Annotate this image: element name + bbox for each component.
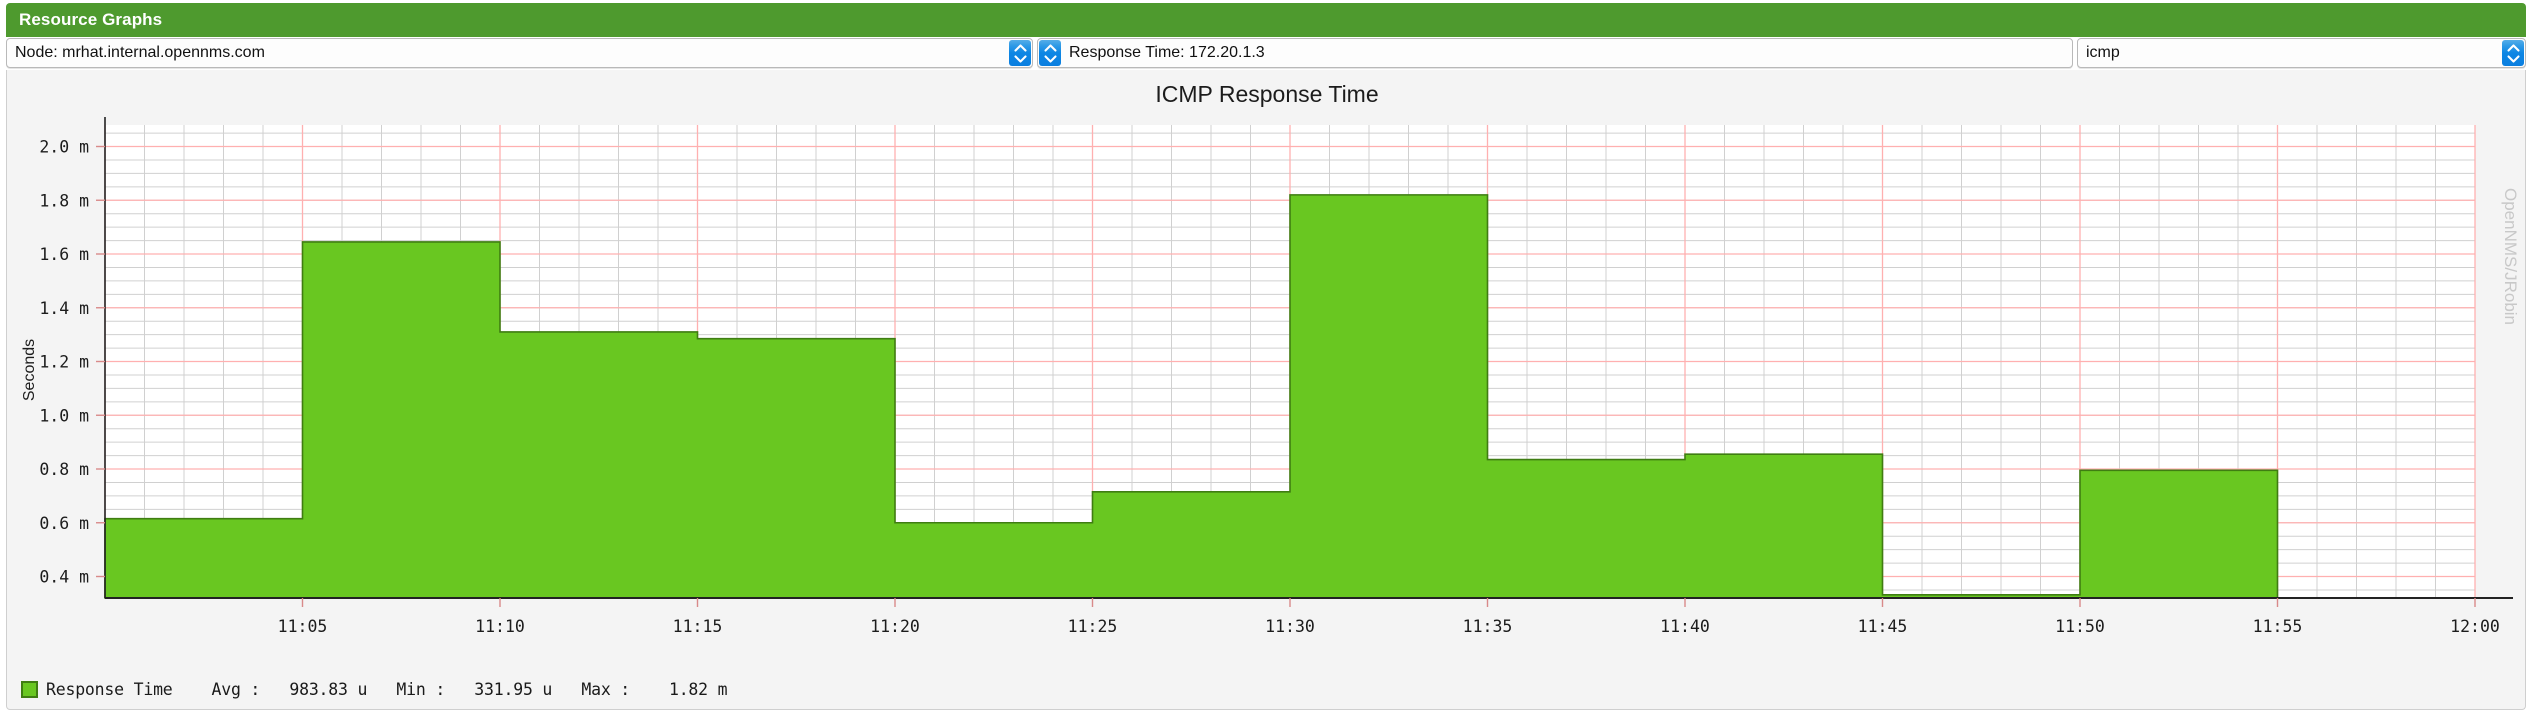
page-header: Resource Graphs (6, 3, 2526, 37)
x-tick-label: 11:15 (673, 617, 723, 636)
updown-chevron-icon[interactable] (1009, 40, 1031, 66)
updown-chevron-icon[interactable] (2502, 40, 2524, 66)
response-time-area (104, 194, 2279, 599)
x-tick-label: 11:45 (1858, 617, 1908, 636)
x-tick-label: 11:10 (475, 617, 525, 636)
node-select-value: Node: mrhat.internal.opennms.com (15, 44, 265, 61)
graph-legend: Response Time Avg : 983.83 u Min : 331.9… (6, 670, 2526, 710)
x-tick-label: 11:50 (2055, 617, 2105, 636)
y-tick-label: 1.4 m (39, 299, 89, 318)
x-tick-label: 11:35 (1463, 617, 1513, 636)
resource-select-value: Response Time: 172.20.1.3 (1069, 44, 1265, 61)
y-tick-label: 0.4 m (39, 568, 89, 587)
y-tick-label: 2.0 m (39, 138, 89, 157)
chart-title: ICMP Response Time (1155, 81, 1378, 107)
x-tick-label: 11:25 (1068, 617, 1118, 636)
graph-panel: 2.0 m 1.8 m 1.6 m 1.4 m 1.2 m 1.0 m 0.8 m 0.6 m… (6, 70, 2526, 670)
node-select[interactable]: Node: mrhat.internal.opennms.com (6, 38, 1033, 68)
graph-type-select[interactable]: icmp (2077, 38, 2526, 68)
axis-lines (104, 117, 2513, 599)
y-axis-label: Seconds (21, 339, 38, 401)
watermark-label: OpenNMS/JRobin (2501, 188, 2520, 325)
series-color-swatch-icon (21, 681, 38, 698)
page-title: Resource Graphs (19, 10, 163, 29)
y-tick-label: 0.8 m (39, 460, 89, 479)
x-tick-label: 11:40 (1660, 617, 1710, 636)
chevron-down-icon (1013, 54, 1027, 63)
x-tick-label: 11:55 (2253, 617, 2303, 636)
graph-type-select-value: icmp (2086, 44, 2120, 61)
chevron-up-icon (1043, 43, 1057, 52)
x-tick-label: 12:00 (2450, 617, 2500, 636)
x-tick-label: 11:05 (278, 617, 328, 636)
chevron-up-icon (1013, 43, 1027, 52)
updown-chevron-icon[interactable] (1039, 40, 1061, 66)
x-tick-label: 11:30 (1265, 617, 1315, 636)
y-axis-tick-labels: 2.0 m 1.8 m 1.6 m 1.4 m 1.2 m 1.0 m 0.8 m 0.6 m… (39, 138, 105, 587)
y-tick-label: 1.6 m (39, 245, 89, 264)
selector-toolbar: Node: mrhat.internal.opennms.com Respon (6, 37, 2526, 69)
legend-summary-text: Response Time Avg : 983.83 u Min : 331.9… (46, 680, 728, 699)
y-tick-label: 1.0 m (39, 406, 89, 425)
chevron-up-icon (2506, 43, 2520, 52)
chevron-down-icon (1043, 54, 1057, 63)
resource-graph-canvas: 2.0 m 1.8 m 1.6 m 1.4 m 1.2 m 1.0 m 0.8 m 0.6 m… (7, 70, 2525, 670)
y-tick-label: 0.6 m (39, 514, 89, 533)
y-tick-label: 1.2 m (39, 353, 89, 372)
resource-select[interactable]: Response Time: 172.20.1.3 (1037, 38, 2073, 68)
x-tick-label: 11:20 (870, 617, 920, 636)
x-axis-tick-labels: 11:05 11:10 11:15 11:20 11:25 11:30 11:35 11:40… (278, 598, 2500, 636)
chevron-down-icon (2506, 54, 2520, 63)
y-tick-label: 1.8 m (39, 191, 89, 210)
